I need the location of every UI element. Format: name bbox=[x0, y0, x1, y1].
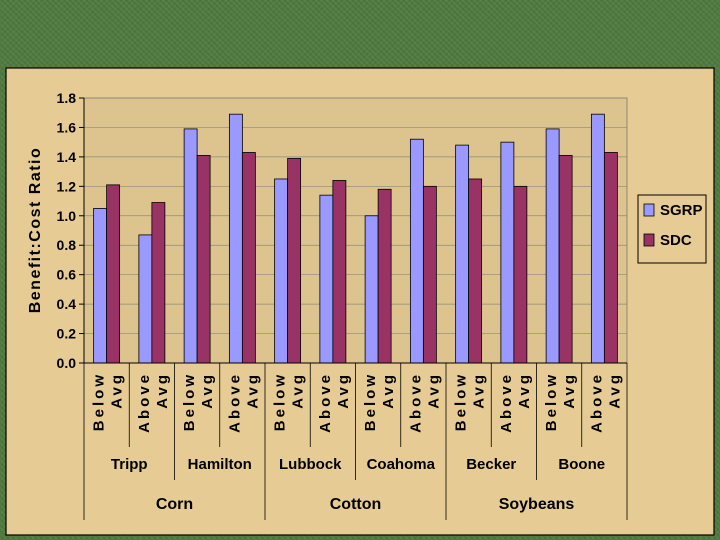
x-level-label: BelowAvg bbox=[272, 372, 307, 431]
x-level-label: BelowAvg bbox=[362, 372, 397, 431]
y-tick-label: 1.6 bbox=[57, 119, 77, 135]
bars bbox=[93, 113, 618, 364]
gridlines bbox=[84, 97, 627, 334]
bar-sdc-6 bbox=[332, 180, 347, 364]
y-tick-label: 0.0 bbox=[57, 355, 77, 371]
y-axis-title: Benefit:Cost Ratio bbox=[27, 147, 44, 314]
x-site-label: Boone bbox=[558, 456, 605, 473]
x-axis-level-labels: BelowAvg AboveAvg BelowAvg AboveAvg BelowAvg… bbox=[91, 372, 624, 433]
bar-sgrp-12 bbox=[590, 113, 605, 364]
x-crop-label: Corn bbox=[156, 496, 193, 513]
bar-sgrp-11 bbox=[545, 128, 560, 364]
legend: SGRP SDC bbox=[637, 194, 707, 264]
bar-sdc-12 bbox=[603, 152, 618, 364]
bar-sdc-9 bbox=[468, 178, 483, 364]
bar-sgrp-1 bbox=[93, 208, 108, 364]
x-site-label: Lubbock bbox=[279, 456, 342, 473]
legend-label-sdc: SDC bbox=[660, 232, 692, 249]
x-level-label: BelowAvg bbox=[453, 372, 488, 431]
bar-sdc-7 bbox=[377, 188, 392, 364]
bar-sgrp-6 bbox=[319, 194, 334, 364]
bar-sdc-5 bbox=[287, 157, 302, 364]
bar-sgrp-7 bbox=[364, 215, 379, 364]
bar-sdc-4 bbox=[241, 152, 256, 364]
x-axis-crop-labels: Corn Cotton Soybeans bbox=[156, 496, 575, 513]
x-site-label: Hamilton bbox=[188, 456, 252, 473]
x-axis-site-labels: Tripp Hamilton Lubbock Coahoma Becker Boone bbox=[111, 456, 605, 473]
bar-sgrp-10 bbox=[500, 141, 515, 364]
legend-swatch-sgrp bbox=[643, 203, 655, 217]
bar-sgrp-2 bbox=[138, 234, 153, 364]
x-site-label: Becker bbox=[466, 456, 516, 473]
bar-sdc-11 bbox=[558, 155, 573, 364]
x-level-label: AboveAvg bbox=[588, 372, 623, 433]
x-level-label: AboveAvg bbox=[498, 372, 533, 433]
bar-sgrp-5 bbox=[274, 178, 289, 364]
y-tick-label: 1.4 bbox=[57, 149, 77, 165]
y-axis-tick-labels: 0.0 0.2 0.4 0.6 0.8 1.0 1.2 1.4 1.6 1.8 bbox=[57, 90, 84, 371]
x-level-label: BelowAvg bbox=[543, 372, 578, 431]
bar-sdc-8 bbox=[422, 185, 437, 364]
y-tick-label: 1.8 bbox=[57, 90, 77, 106]
legend-label-sgrp: SGRP bbox=[660, 202, 703, 219]
x-level-label: AboveAvg bbox=[317, 372, 352, 433]
y-tick-label: 1.0 bbox=[57, 208, 77, 224]
y-tick-label: 0.8 bbox=[57, 237, 77, 253]
bar-sgrp-8 bbox=[409, 138, 424, 364]
bar-sgrp-3 bbox=[183, 128, 198, 364]
x-crop-label: Cotton bbox=[330, 496, 382, 513]
bar-sdc-1 bbox=[106, 184, 121, 364]
x-level-label: AboveAvg bbox=[407, 372, 442, 433]
x-axis-category-dividers bbox=[83, 363, 628, 520]
bar-sdc-3 bbox=[196, 155, 211, 364]
bar-sgrp-9 bbox=[455, 144, 470, 364]
x-level-label: AboveAvg bbox=[226, 372, 261, 433]
y-tick-label: 0.2 bbox=[57, 326, 77, 342]
legend-swatch-sdc bbox=[643, 233, 655, 247]
x-level-label: BelowAvg bbox=[181, 372, 216, 431]
x-site-label: Coahoma bbox=[367, 456, 436, 473]
y-tick-label: 0.6 bbox=[57, 267, 77, 283]
x-level-label: AboveAvg bbox=[136, 372, 171, 433]
x-crop-label: Soybeans bbox=[499, 496, 575, 513]
bar-sdc-10 bbox=[513, 185, 528, 364]
plot-area bbox=[83, 97, 628, 364]
x-site-label: Tripp bbox=[111, 456, 148, 473]
bar-sgrp-4 bbox=[228, 113, 243, 364]
x-level-label: BelowAvg bbox=[91, 372, 126, 431]
y-tick-label: 1.2 bbox=[57, 178, 77, 194]
y-tick-label: 0.4 bbox=[57, 296, 77, 312]
bar-sdc-2 bbox=[151, 202, 166, 364]
